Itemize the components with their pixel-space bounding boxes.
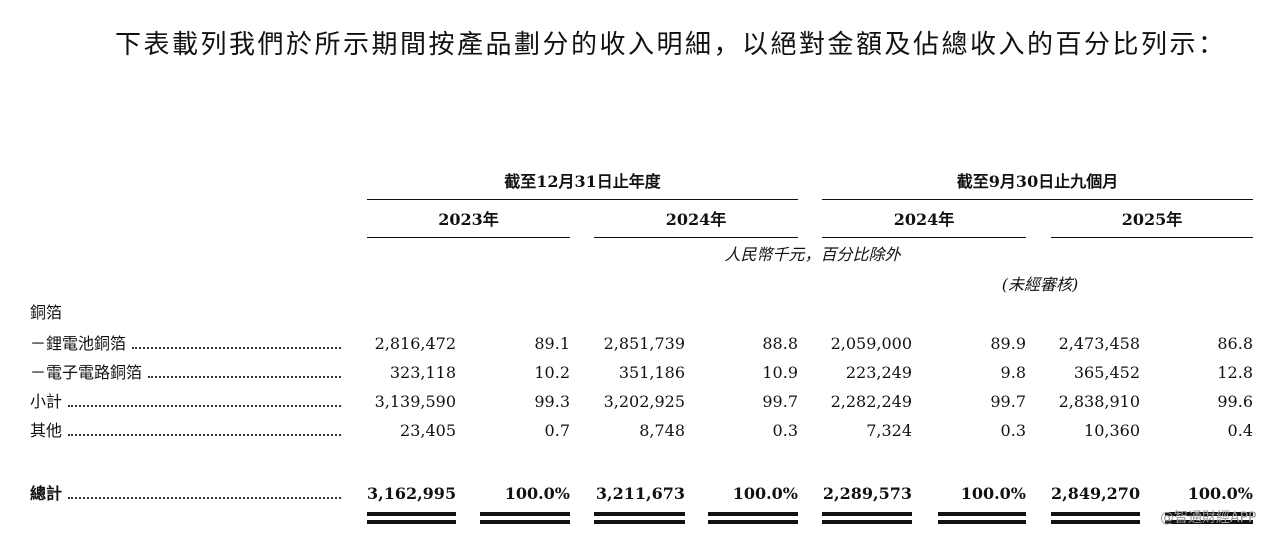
cell: 3,202,925 xyxy=(603,392,685,411)
watermark: @智通財經APP xyxy=(1160,510,1257,526)
cell: 2,289,573 xyxy=(822,484,912,503)
header-rule xyxy=(1051,237,1253,238)
cell: 99.7 xyxy=(762,392,798,411)
dot-leader xyxy=(132,334,341,349)
cell: 223,249 xyxy=(845,363,912,382)
cell: 12.8 xyxy=(1217,363,1253,382)
dot-leader xyxy=(148,363,341,378)
double-rule xyxy=(367,520,456,524)
header-rule xyxy=(367,199,798,200)
group-header: 截至9月30日止九個月 xyxy=(956,172,1119,191)
double-rule xyxy=(480,512,570,516)
cell: 100.0% xyxy=(504,484,570,503)
cell: 100.0% xyxy=(1187,484,1253,503)
double-rule xyxy=(822,512,912,516)
cell: 3,162,995 xyxy=(367,484,457,503)
cell: 8,748 xyxy=(639,421,685,440)
cell: 2,059,000 xyxy=(830,334,912,353)
year-header: 2024年 xyxy=(893,210,955,229)
cell: 89.9 xyxy=(990,334,1026,353)
double-rule xyxy=(594,520,685,524)
cell: 99.3 xyxy=(534,392,570,411)
cell: 86.8 xyxy=(1217,334,1253,353)
dot-leader xyxy=(68,421,341,436)
double-rule xyxy=(822,520,912,524)
row-label: 銅箔 xyxy=(30,303,345,323)
cell: 100.0% xyxy=(960,484,1026,503)
double-rule xyxy=(1165,512,1253,516)
row-label-text: 銅箔 xyxy=(30,303,63,322)
dot-leader xyxy=(68,392,341,407)
row-label-text: －電子電路銅箔 xyxy=(30,363,143,382)
row-label: 總計 xyxy=(30,484,345,504)
double-rule xyxy=(708,520,798,524)
cell: 2,282,249 xyxy=(830,392,912,411)
header-rule xyxy=(822,237,1026,238)
cell: 365,452 xyxy=(1073,363,1140,382)
year-header: 2025年 xyxy=(1121,210,1183,229)
cell: 0.3 xyxy=(1000,421,1026,440)
double-rule xyxy=(938,520,1026,524)
cell: 88.8 xyxy=(762,334,798,353)
double-rule xyxy=(1051,512,1140,516)
double-rule xyxy=(594,512,685,516)
cell: 2,816,472 xyxy=(374,334,456,353)
cell: 100.0% xyxy=(732,484,798,503)
row-label-text: 其他 xyxy=(30,421,63,440)
cell: 3,139,590 xyxy=(374,392,456,411)
unaudited-note: (未經審核) xyxy=(1001,275,1079,294)
row-label: －電子電路銅箔 xyxy=(30,363,345,383)
cell: 10.2 xyxy=(534,363,570,382)
cell: 9.8 xyxy=(1000,363,1026,382)
cell: 0.7 xyxy=(544,421,570,440)
double-rule xyxy=(367,512,456,516)
unit-note: 人民幣千元，百分比除外 xyxy=(724,245,901,264)
cell: 323,118 xyxy=(389,363,456,382)
header-rule xyxy=(367,237,570,238)
cell: 0.4 xyxy=(1227,421,1253,440)
group-header: 截至12月31日止年度 xyxy=(504,172,661,191)
cell: 0.3 xyxy=(772,421,798,440)
cell: 23,405 xyxy=(400,421,456,440)
cell: 99.6 xyxy=(1217,392,1253,411)
year-header: 2023年 xyxy=(438,210,499,229)
row-label: 小計 xyxy=(30,392,345,412)
cell: 10.9 xyxy=(762,363,798,382)
row-label: －鋰電池銅箔 xyxy=(30,334,345,354)
intro-paragraph: 下表載列我們於所示期間按產品劃分的收入明細，以絕對金額及佔總收入的百分比列示： xyxy=(115,30,1227,60)
header-rule xyxy=(822,199,1253,200)
dot-leader xyxy=(68,484,341,499)
cell: 7,324 xyxy=(866,421,912,440)
cell: 2,838,910 xyxy=(1058,392,1140,411)
cell: 2,851,739 xyxy=(603,334,685,353)
cell: 2,849,270 xyxy=(1051,484,1141,503)
cell: 351,186 xyxy=(618,363,685,382)
cell: 99.7 xyxy=(990,392,1026,411)
cell: 2,473,458 xyxy=(1058,334,1140,353)
year-header: 2024年 xyxy=(665,210,727,229)
double-rule xyxy=(708,512,798,516)
row-label-text: 小計 xyxy=(30,392,63,411)
cell: 3,211,673 xyxy=(595,484,685,503)
row-label: 其他 xyxy=(30,421,345,441)
double-rule xyxy=(938,512,1026,516)
double-rule xyxy=(480,520,570,524)
double-rule xyxy=(1051,520,1140,524)
cell: 89.1 xyxy=(534,334,570,353)
row-label-text: －鋰電池銅箔 xyxy=(30,334,127,353)
header-rule xyxy=(594,237,798,238)
cell: 10,360 xyxy=(1084,421,1140,440)
double-rule xyxy=(1165,520,1253,524)
row-label-text: 總計 xyxy=(30,484,63,503)
